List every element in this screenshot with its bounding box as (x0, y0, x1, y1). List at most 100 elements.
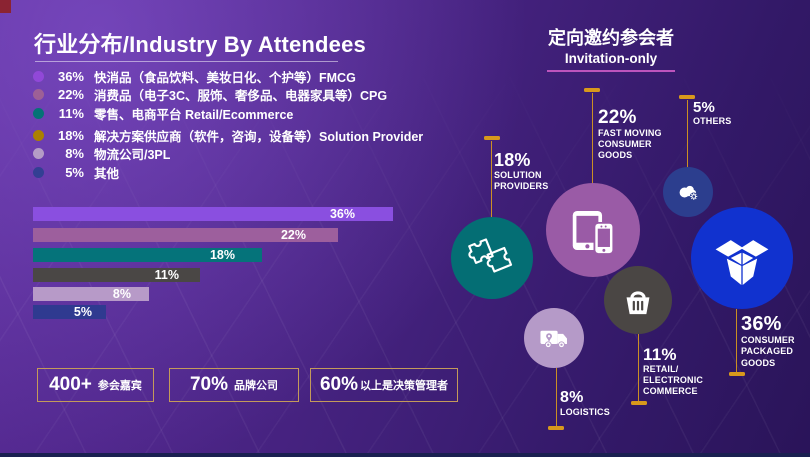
connector-line (736, 309, 737, 372)
stat-value: 60% (319, 374, 359, 395)
bubble-circle (546, 183, 640, 277)
bar-label: 11% (154, 268, 179, 282)
bubble-circle (663, 167, 713, 217)
legend-item: 18% 解决方案供应商（软件，咨询，设备等）Solution Provider (33, 126, 423, 145)
stat-label: 参会嘉宾 (97, 380, 142, 392)
bar-row: 36% (33, 207, 393, 221)
bar-label: 18% (209, 248, 235, 262)
connector-dash (548, 426, 564, 430)
legend-item: 22% 消费品（电子3C、服饰、奢侈品、电器家具等）CPG (33, 86, 423, 105)
stat-label: 品牌公司 (234, 380, 279, 392)
invitation-underline (547, 70, 675, 72)
stat-box: 60% 以上是决策管理者 (310, 368, 458, 402)
cloud-gear-icon (672, 176, 705, 209)
legend-label: 其他 (94, 166, 120, 181)
connector-line (556, 368, 557, 426)
connector-line (638, 334, 639, 401)
bubble-label-line: PACKAGED (741, 346, 794, 357)
truck-icon (535, 319, 574, 358)
bar-row: 18% (33, 248, 262, 262)
bubble-label-line: CONSUMER (598, 139, 652, 150)
legend-label: 零售、电商平台 Retail/Ecommerce (94, 107, 294, 122)
connector-dash (484, 136, 500, 140)
bubble-label-line: GOODS (598, 150, 633, 161)
connector-line (491, 141, 492, 217)
stat-value: 400+ (49, 374, 92, 395)
industry-legend: 36% 快消品（食品饮料、美妆日化、个护等）FMCG 22% 消费品（电子3C、服饰、… (33, 67, 423, 182)
bar-row: 11% (33, 268, 200, 282)
legend-percent: 5% (65, 164, 84, 180)
connector-dash (729, 372, 745, 376)
legend-bullet (33, 166, 44, 178)
legend-percent: 18% (57, 127, 84, 143)
stat-box: 400+ 参会嘉宾 (37, 368, 154, 402)
bubble-label-group: 11% RETAIL/ELECTRONIC COMMERCE (643, 346, 703, 398)
invitation-title-zh: 定向邀约参会者 (548, 28, 674, 48)
devices-icon (563, 200, 624, 261)
bar-label: 22% (280, 228, 306, 242)
legend-label: 物流公司/3PL (94, 148, 171, 163)
bubble-label-line: ELECTRONIC (643, 375, 703, 386)
bubble-label-line: SOLUTION (494, 169, 542, 180)
bubble-label-group: 18% SOLUTION PROVIDERS (494, 151, 548, 192)
bubble-label-line: OTHERS (693, 115, 732, 126)
invitation-title: 定向邀约参会者 Invitation-only (547, 24, 675, 72)
legend-percent: 8% (65, 146, 84, 162)
bubble-percent: 22% (598, 107, 637, 128)
bubble-label-line: FAST MOVING (598, 127, 662, 138)
legend-item: 5% 其他 (33, 163, 423, 182)
page-title: 行业分布/Industry By Attendees (34, 32, 366, 57)
bubble-label-line: COMMERCE (643, 386, 698, 397)
legend-item: 8% 物流公司/3PL (33, 145, 423, 164)
bubble-percent: 18% (494, 150, 531, 170)
bar-row: 5% (33, 305, 106, 319)
bubble-label-line: PROVIDERS (494, 181, 549, 192)
title-underline (35, 61, 338, 62)
corner-logo (0, 0, 11, 13)
bubble-circle (524, 308, 584, 368)
bubble-label-line: LOGISTICS (560, 406, 610, 417)
legend-bullet (33, 129, 44, 141)
legend-item: 36% 快消品（食品饮料、美妆日化、个护等）FMCG (33, 67, 423, 86)
bubble-label-line: RETAIL/ (643, 363, 679, 374)
bubble-label-line: CONSUMER (741, 335, 795, 345)
legend-bullet (33, 89, 44, 101)
bubble-label-group: 36% CONSUMER PACKAGED GOODS (741, 314, 795, 369)
legend-bullet (33, 107, 44, 119)
bubble-circle (604, 266, 672, 334)
legend-bullet (33, 70, 44, 82)
legend-label: 解决方案供应商（软件，咨询，设备等）Solution Provider (94, 129, 424, 144)
bubble-percent: 11% (643, 345, 677, 364)
bar-label: 8% (112, 287, 131, 301)
bubble-percent: 36% (741, 313, 782, 335)
invitation-title-en: Invitation-only (564, 51, 658, 66)
legend-percent: 11% (58, 105, 84, 121)
legend-item: 11% 零售、电商平台 Retail/Ecommerce (33, 104, 423, 123)
bubble-circle (691, 207, 793, 309)
bubble-circle (451, 217, 533, 299)
bar-label: 5% (73, 305, 92, 319)
legend-label: 快消品（食品饮料、美妆日化、个护等）FMCG (94, 70, 356, 85)
bubble-label-group: 5% OTHERS (693, 100, 731, 127)
puzzle-icon (466, 232, 519, 285)
bottom-strip (0, 453, 810, 457)
legend-percent: 36% (57, 68, 84, 84)
open-box-icon (709, 225, 775, 291)
bubble-label-line: GOODS (741, 357, 776, 368)
connector-line (592, 93, 593, 184)
legend-label: 消费品（电子3C、服饰、奢侈品、电器家具等）CPG (94, 89, 388, 104)
bar-label: 36% (329, 207, 355, 221)
stat-label: 以上是决策管理者 (360, 380, 449, 392)
connector-dash (631, 401, 647, 405)
bubble-label-group: 22% FAST MOVING CONSUMER GOODS (598, 108, 662, 162)
connector-dash (679, 95, 695, 99)
bar-row: 22% (33, 228, 338, 242)
bubble-label-group: 8% LOGISTICS (560, 389, 610, 418)
basket-icon (616, 278, 660, 322)
stat-value: 70% (189, 374, 229, 395)
legend-percent: 22% (57, 87, 84, 103)
connector-line (687, 100, 688, 168)
stat-box: 70% 品牌公司 (169, 368, 299, 402)
legend-bullet (33, 148, 44, 160)
